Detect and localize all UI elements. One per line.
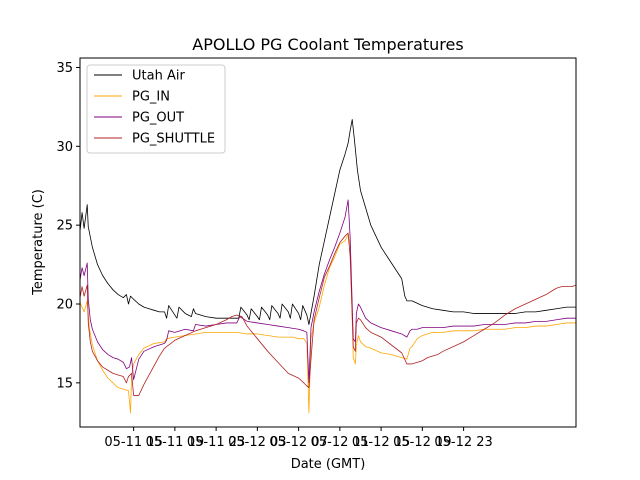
y-tick-label: 15 xyxy=(56,376,73,391)
y-tick-label: 30 xyxy=(56,140,73,155)
x-axis-label: Date (GMT) xyxy=(291,457,366,472)
x-tick-label: 05-12 19 xyxy=(393,435,451,450)
series-line-pg-shuttle xyxy=(80,232,576,396)
plot-frame xyxy=(79,57,577,428)
legend-label-pg-in: PG_IN xyxy=(132,90,170,105)
x-tick-label: 05-11 23 xyxy=(187,435,245,450)
chart-title: APOLLO PG Coolant Temperatures xyxy=(192,35,463,54)
legend: Utah Air PG_IN PG_OUT PG_SHUTTLE xyxy=(86,64,226,154)
y-tick-label: 20 xyxy=(56,298,73,313)
y-axis-label: Temperature (C) xyxy=(31,189,46,296)
x-tick-label: 05-12 15 xyxy=(352,435,410,450)
series-line-pg-out xyxy=(80,199,576,384)
y-axis: 15 20 25 30 35 xyxy=(56,61,80,391)
x-tick-label: 05-12 07 xyxy=(269,435,327,450)
legend-box xyxy=(86,64,226,154)
x-tick-label: 05-12 11 xyxy=(311,435,369,450)
series-layer xyxy=(80,119,576,414)
series-line-utah-air xyxy=(80,119,576,325)
x-tick-label: 05-12 23 xyxy=(434,435,492,450)
x-tick-label: 05-11 19 xyxy=(146,435,204,450)
legend-label-pg-out: PG_OUT xyxy=(132,111,184,126)
legend-label-utah-air: Utah Air xyxy=(132,69,185,84)
x-tick-label: 05-12 03 xyxy=(228,435,286,450)
x-tick-label: 05-11 15 xyxy=(104,435,162,450)
y-tick-label: 25 xyxy=(56,219,73,234)
y-tick-label: 35 xyxy=(56,61,73,76)
legend-label-pg-shuttle: PG_SHUTTLE xyxy=(132,132,215,147)
